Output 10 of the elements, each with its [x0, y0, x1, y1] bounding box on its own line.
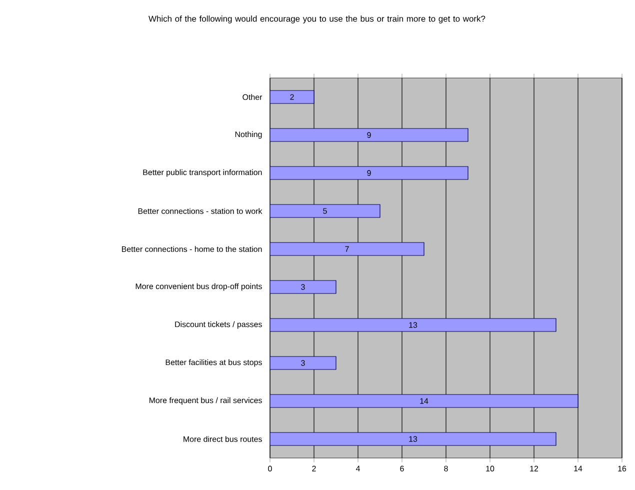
bar: [270, 432, 556, 446]
bar: [270, 394, 578, 408]
bar: [270, 318, 556, 332]
chart-title: Which of the following would encourage you to use the bus or train more to get to work?: [148, 16, 486, 24]
bar: [270, 280, 336, 294]
bar: [270, 242, 424, 256]
bar: [270, 204, 380, 218]
bar: [270, 356, 336, 370]
bar: [270, 166, 468, 180]
bar: [270, 128, 468, 142]
